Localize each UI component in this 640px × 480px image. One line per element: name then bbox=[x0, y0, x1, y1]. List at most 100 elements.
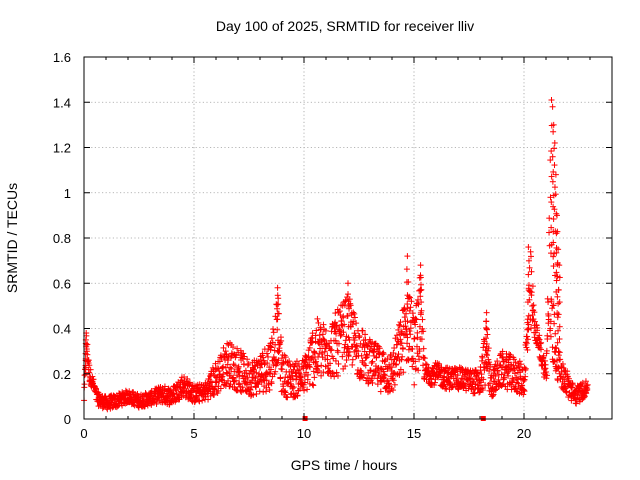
data-point bbox=[294, 392, 301, 399]
data-point bbox=[310, 368, 317, 375]
data-point bbox=[561, 384, 568, 391]
data-point bbox=[556, 299, 563, 306]
data-point bbox=[310, 382, 317, 389]
data-point bbox=[363, 354, 370, 361]
data-point bbox=[352, 344, 359, 351]
data-point bbox=[311, 349, 318, 356]
data-point bbox=[297, 371, 304, 378]
data-point bbox=[525, 257, 532, 264]
data-point bbox=[395, 326, 402, 333]
data-point bbox=[167, 386, 174, 393]
data-point bbox=[275, 348, 282, 355]
data-point bbox=[483, 360, 490, 367]
data-point bbox=[417, 293, 424, 300]
data-point bbox=[205, 376, 212, 383]
data-point bbox=[550, 121, 557, 128]
data-point bbox=[544, 332, 551, 339]
data-point bbox=[336, 308, 343, 315]
data-point bbox=[211, 391, 218, 398]
data-point bbox=[548, 298, 555, 305]
data-point bbox=[554, 339, 561, 346]
y-tick-label: 1.6 bbox=[53, 50, 71, 65]
data-point bbox=[287, 380, 294, 387]
data-point bbox=[362, 362, 369, 369]
data-point bbox=[324, 356, 331, 363]
data-point bbox=[543, 347, 550, 354]
data-point bbox=[529, 303, 536, 310]
data-point bbox=[263, 350, 270, 357]
data-point bbox=[319, 331, 326, 338]
data-point bbox=[417, 311, 424, 318]
data-point bbox=[306, 380, 313, 387]
data-point bbox=[327, 360, 334, 367]
data-point bbox=[549, 178, 556, 185]
data-point bbox=[391, 345, 398, 352]
data-point bbox=[551, 206, 558, 213]
data-point bbox=[290, 366, 297, 373]
data-point bbox=[275, 295, 282, 302]
data-point bbox=[255, 381, 262, 388]
data-point bbox=[538, 346, 545, 353]
data-point bbox=[416, 323, 423, 330]
data-point bbox=[404, 318, 411, 325]
data-point bbox=[199, 397, 206, 404]
data-point bbox=[320, 336, 327, 343]
data-point bbox=[493, 386, 500, 393]
x-tick-label: 5 bbox=[190, 426, 197, 441]
data-point bbox=[400, 369, 407, 376]
data-point bbox=[422, 360, 429, 367]
data-point bbox=[583, 390, 590, 397]
data-point bbox=[345, 291, 352, 298]
data-point bbox=[549, 103, 556, 110]
data-point bbox=[267, 366, 274, 373]
data-point bbox=[356, 333, 363, 340]
data-point bbox=[483, 318, 490, 325]
data-point bbox=[543, 375, 550, 382]
data-point bbox=[314, 363, 321, 370]
data-point bbox=[396, 321, 403, 328]
data-point bbox=[479, 353, 486, 360]
data-point bbox=[236, 368, 243, 375]
data-point bbox=[421, 355, 428, 362]
data-point bbox=[525, 285, 532, 292]
data-point bbox=[253, 369, 260, 376]
data-point bbox=[511, 370, 518, 377]
data-point bbox=[486, 380, 493, 387]
data-point bbox=[550, 239, 557, 246]
data-point bbox=[253, 390, 260, 397]
data-point bbox=[503, 364, 510, 371]
data-point bbox=[345, 301, 352, 308]
data-point bbox=[573, 400, 580, 407]
data-point bbox=[441, 373, 448, 380]
data-point bbox=[471, 378, 478, 385]
data-point bbox=[517, 361, 524, 368]
data-point bbox=[394, 354, 401, 361]
x-axis-label: GPS time / hours bbox=[291, 457, 398, 473]
data-point bbox=[555, 327, 562, 334]
data-point bbox=[399, 345, 406, 352]
data-point bbox=[275, 301, 282, 308]
data-point bbox=[494, 358, 501, 365]
data-point bbox=[405, 356, 412, 363]
data-point bbox=[547, 325, 554, 332]
data-point bbox=[275, 357, 282, 364]
data-point bbox=[342, 363, 349, 370]
data-point bbox=[257, 364, 264, 371]
data-point bbox=[416, 348, 423, 355]
data-point bbox=[336, 327, 343, 334]
data-point bbox=[541, 357, 548, 364]
data-point bbox=[93, 386, 100, 393]
data-point bbox=[293, 376, 300, 383]
data-point bbox=[552, 330, 559, 337]
data-point bbox=[403, 310, 410, 317]
data-point bbox=[376, 369, 383, 376]
data-point bbox=[305, 353, 312, 360]
data-point bbox=[483, 326, 490, 333]
data-point bbox=[353, 343, 360, 350]
data-point bbox=[277, 375, 284, 382]
y-tick-label: 1 bbox=[64, 186, 71, 201]
data-point bbox=[398, 356, 405, 363]
data-point bbox=[301, 373, 308, 380]
data-point bbox=[436, 360, 443, 367]
data-point bbox=[356, 375, 363, 382]
